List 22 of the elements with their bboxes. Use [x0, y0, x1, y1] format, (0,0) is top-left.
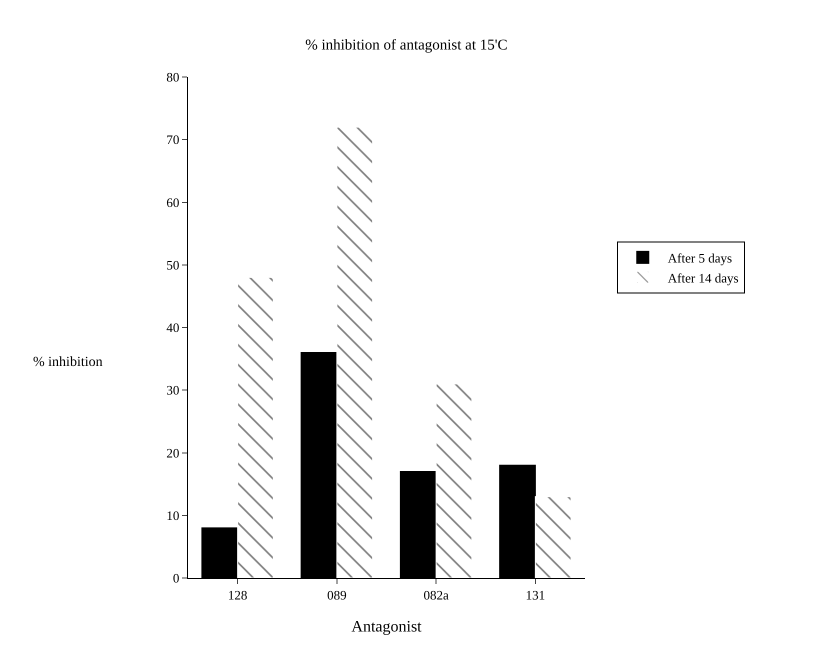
y-axis-title: % inhibition	[33, 355, 103, 370]
y-tick-label: 40	[166, 320, 180, 336]
legend-label: After 5 days	[668, 250, 732, 266]
x-axis-title: Antagonist	[351, 618, 422, 636]
y-tick-label: 20	[166, 445, 180, 460]
bar	[534, 496, 572, 578]
y-tick-label: 50	[166, 257, 180, 272]
y-tick-label: 80	[166, 70, 180, 85]
x-tick-label: 131	[526, 588, 546, 603]
y-tick-label: 70	[166, 132, 180, 148]
bar	[436, 383, 472, 578]
bar	[237, 276, 274, 578]
x-tick-label: 089	[327, 588, 347, 603]
y-tick-label: 30	[166, 382, 180, 398]
bar	[336, 126, 374, 578]
chart-title: % inhibition of antagonist at 15'C	[305, 38, 508, 54]
y-tick-label: 0	[172, 570, 180, 586]
y-tick-label: 60	[166, 194, 180, 210]
y-tick-label: 10	[166, 508, 180, 523]
text: After 14 days	[668, 270, 739, 286]
x-tick-label: 082a	[423, 588, 449, 603]
x-tick-label: 128	[228, 588, 248, 603]
